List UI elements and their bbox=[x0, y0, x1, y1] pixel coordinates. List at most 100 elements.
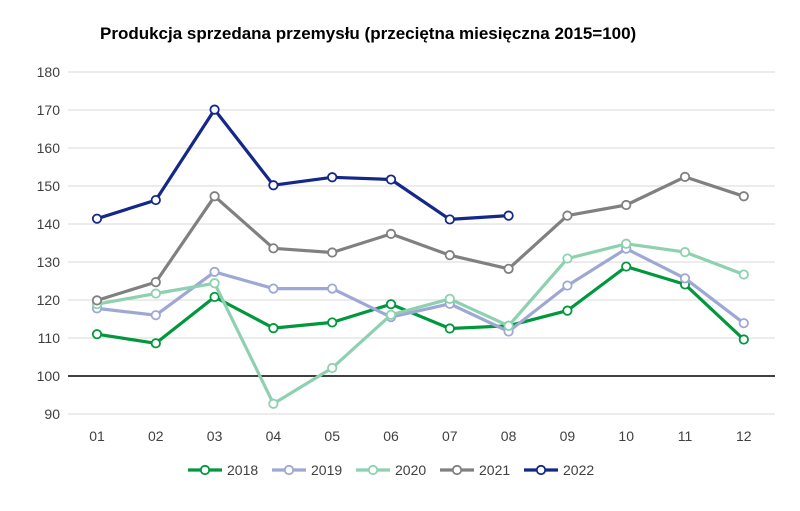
data-point-2021 bbox=[91, 295, 103, 306]
data-point-2018 bbox=[91, 329, 103, 340]
data-point-2022 bbox=[91, 213, 103, 224]
legend-item-2020: 2020 bbox=[356, 462, 426, 478]
data-point-2021 bbox=[150, 277, 161, 288]
data-point-2021 bbox=[503, 263, 514, 274]
y-tick-label: 120 bbox=[37, 292, 61, 308]
data-point-2020 bbox=[621, 238, 632, 249]
x-tick-label: 01 bbox=[89, 428, 105, 444]
data-point-2018 bbox=[738, 334, 749, 345]
x-tick-label: 08 bbox=[501, 428, 517, 444]
data-point-2020 bbox=[738, 269, 749, 280]
data-point-2021 bbox=[738, 191, 749, 202]
series-line-2021 bbox=[95, 175, 746, 302]
data-point-2020 bbox=[679, 247, 691, 258]
legend-label: 2021 bbox=[479, 462, 510, 478]
data-point-2021 bbox=[327, 247, 338, 258]
series-2019 bbox=[91, 243, 749, 337]
series-line-2018 bbox=[95, 265, 746, 345]
legend-marker bbox=[535, 464, 547, 476]
legend-label: 2019 bbox=[311, 462, 342, 478]
data-point-2018 bbox=[562, 305, 573, 316]
legend-label: 2020 bbox=[395, 462, 426, 478]
x-tick-label: 07 bbox=[442, 428, 458, 444]
series-2018 bbox=[91, 261, 749, 349]
y-tick-label: 160 bbox=[37, 140, 61, 156]
data-point-2019 bbox=[209, 266, 220, 277]
data-point-2020 bbox=[150, 288, 161, 299]
data-point-2019 bbox=[738, 318, 749, 329]
data-point-2020 bbox=[268, 398, 279, 409]
data-point-2021 bbox=[562, 210, 573, 221]
legend-marker bbox=[451, 464, 463, 476]
x-tick-label: 11 bbox=[678, 428, 693, 444]
series-2022 bbox=[91, 104, 514, 225]
series-lines bbox=[91, 104, 749, 409]
data-point-2022 bbox=[150, 194, 161, 206]
data-point-2021 bbox=[679, 171, 691, 182]
series-line-2020 bbox=[95, 242, 746, 406]
data-point-2019 bbox=[268, 283, 279, 294]
x-axis-ticks: 01 02 03 04 05 06 07 08 09 10 11 12 bbox=[89, 428, 752, 444]
x-tick-label: 09 bbox=[560, 428, 576, 444]
data-point-2018 bbox=[327, 317, 338, 328]
data-point-2020 bbox=[503, 320, 514, 331]
legend-marker bbox=[199, 464, 211, 476]
data-point-2020 bbox=[209, 278, 220, 289]
data-point-2022 bbox=[268, 180, 279, 191]
legend-marker bbox=[283, 464, 295, 476]
data-point-2022 bbox=[444, 214, 455, 225]
series-line-2022 bbox=[95, 107, 511, 221]
data-point-2021 bbox=[444, 250, 455, 261]
chart-title: Produkcja sprzedana przemysłu (przeciętn… bbox=[100, 24, 637, 43]
data-point-2022 bbox=[503, 210, 514, 221]
data-point-2018 bbox=[621, 261, 632, 272]
data-point-2021 bbox=[268, 243, 279, 254]
x-tick-label: 12 bbox=[736, 428, 752, 444]
y-tick-label: 90 bbox=[44, 406, 60, 422]
y-tick-label: 180 bbox=[37, 64, 61, 80]
data-point-2022 bbox=[385, 174, 397, 185]
data-point-2019 bbox=[327, 283, 338, 294]
series-line-2019 bbox=[95, 247, 746, 334]
series-2021 bbox=[91, 171, 749, 306]
data-point-2018 bbox=[444, 323, 455, 334]
x-tick-label: 04 bbox=[266, 428, 282, 444]
legend-label: 2018 bbox=[227, 462, 258, 478]
x-tick-label: 02 bbox=[148, 428, 164, 444]
data-point-2018 bbox=[209, 291, 220, 303]
data-point-2019 bbox=[562, 280, 573, 291]
x-tick-label: 06 bbox=[383, 428, 399, 444]
legend-item-2019: 2019 bbox=[272, 462, 342, 478]
y-axis-ticks: 90 100 110 120 130 140 150 160 170 180 bbox=[37, 64, 61, 422]
y-tick-label: 170 bbox=[37, 102, 61, 118]
data-point-2020 bbox=[385, 309, 397, 320]
y-tick-label: 140 bbox=[37, 216, 61, 232]
data-point-2021 bbox=[621, 199, 632, 211]
legend-item-2018: 2018 bbox=[188, 462, 258, 478]
data-point-2019 bbox=[150, 310, 161, 321]
data-point-2018 bbox=[385, 299, 397, 310]
x-tick-label: 10 bbox=[618, 428, 634, 444]
data-point-2020 bbox=[444, 293, 455, 304]
x-tick-label: 05 bbox=[324, 428, 340, 444]
legend-item-2021: 2021 bbox=[440, 462, 510, 478]
series-2020 bbox=[91, 238, 749, 409]
legend-label: 2022 bbox=[563, 462, 594, 478]
data-point-2019 bbox=[679, 273, 691, 284]
y-tick-label: 100 bbox=[37, 368, 61, 384]
data-point-2018 bbox=[268, 323, 279, 334]
y-tick-label: 150 bbox=[37, 178, 61, 194]
data-point-2021 bbox=[209, 191, 220, 202]
data-point-2022 bbox=[209, 104, 220, 115]
data-point-2018 bbox=[150, 338, 161, 349]
y-tick-label: 130 bbox=[37, 254, 61, 270]
legend: 2018 2019 2020 2021 2022 bbox=[188, 462, 594, 478]
y-tick-label: 110 bbox=[38, 330, 61, 346]
data-point-2020 bbox=[327, 362, 338, 374]
data-point-2021 bbox=[385, 228, 397, 239]
data-point-2022 bbox=[327, 172, 338, 183]
data-point-2020 bbox=[562, 253, 573, 264]
gridlines bbox=[68, 71, 775, 415]
